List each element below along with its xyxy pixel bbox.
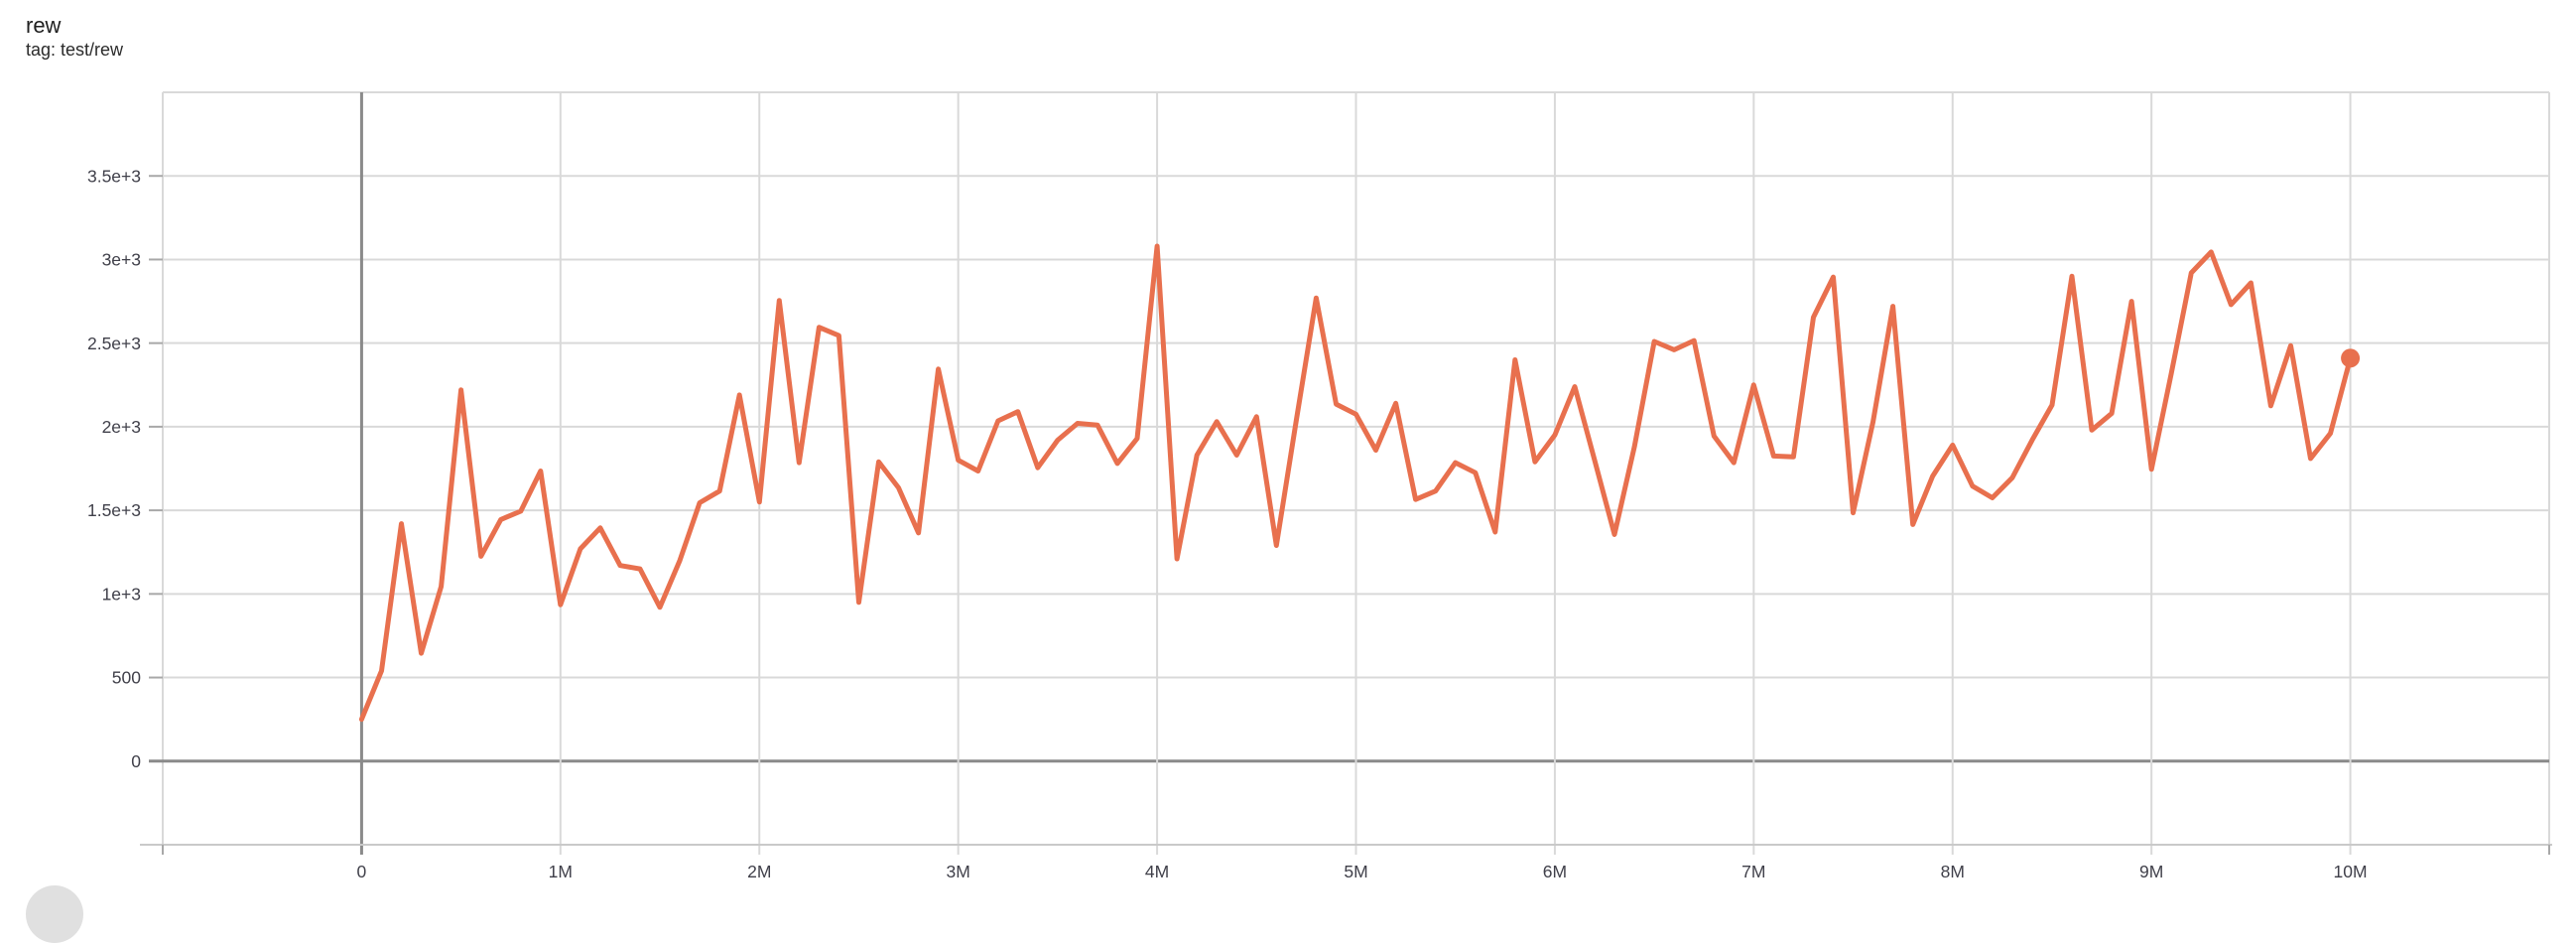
x-tick-label: 2M [747,862,771,881]
y-tick-label: 2.5e+3 [87,334,141,353]
x-tick-label: 10M [2334,862,2368,881]
x-tick-label: 8M [1941,862,1965,881]
y-tick-label: 1e+3 [102,584,141,604]
x-tick-label: 1M [549,862,573,881]
x-tick-label: 3M [947,862,970,881]
x-tick-label: 9M [2139,862,2163,881]
x-tick-label: 4M [1145,862,1169,881]
chart-title: rew [26,13,62,38]
y-tick-label: 3e+3 [102,250,141,270]
y-tick-label: 500 [112,668,141,688]
series-line[interactable] [358,243,2354,723]
chart-header: rew tag: test/rew [26,12,123,61]
corner-circle-button[interactable] [26,885,83,943]
y-tick-label: 1.5e+3 [87,500,141,520]
last-point-marker[interactable] [2341,348,2361,368]
x-tick-label: 6M [1543,862,1567,881]
y-tick-label: 0 [131,751,141,771]
y-tick-label: 2e+3 [102,417,141,437]
scalar-line-chart[interactable]: 0 500 1e+3 1.5e+3 2e+3 2.5e+3 3e+3 3.5e+3 0 1M 2M 3… [0,0,2576,897]
x-tick-label: 7M [1741,862,1765,881]
x-tick-label: 0 [357,862,367,881]
y-tick-label: 3.5e+3 [87,166,141,186]
chart-subtitle: tag: test/rew [26,40,124,60]
x-tick-label: 5M [1344,862,1367,881]
